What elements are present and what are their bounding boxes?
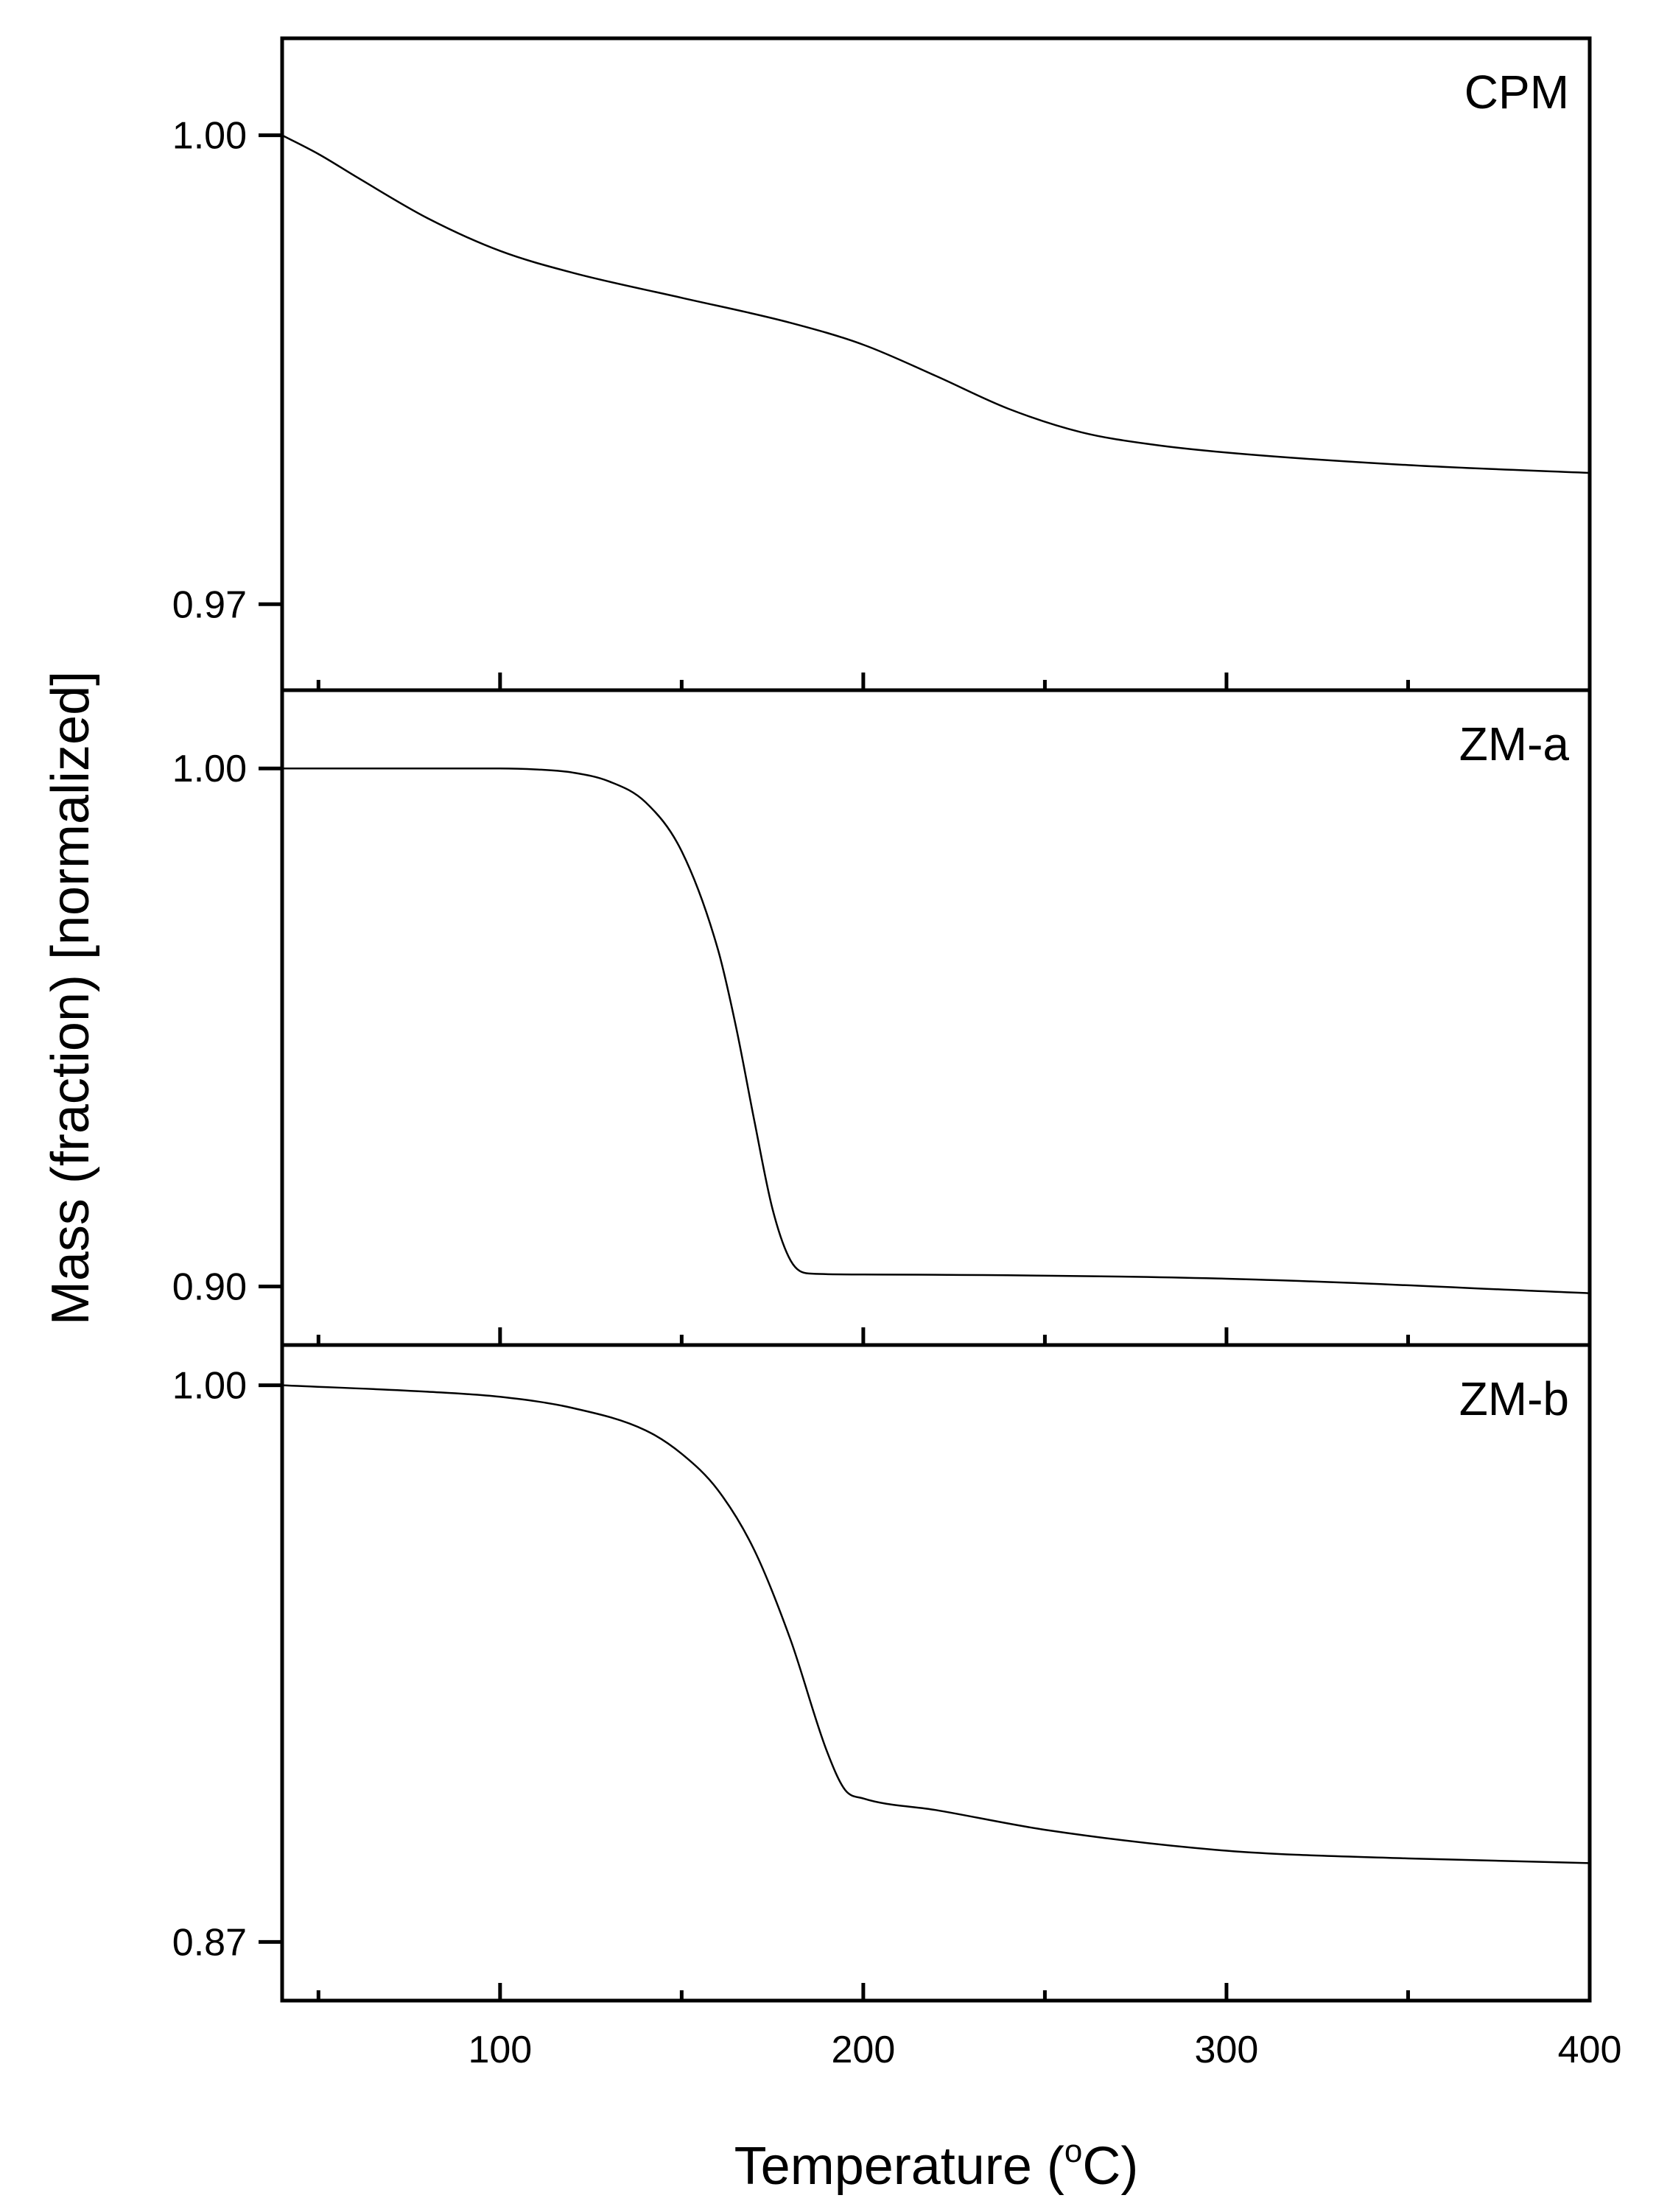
panel-label: CPM bbox=[1464, 66, 1569, 119]
panel-label: ZM-b bbox=[1459, 1372, 1569, 1425]
y-axis-label: Mass (fraction) [normalized] bbox=[41, 671, 100, 1325]
panel-cpm: 1.00 0.97 CPM bbox=[172, 36, 1592, 692]
y-tick-label: 1.00 bbox=[172, 748, 247, 790]
y-tick-label: 0.97 bbox=[172, 583, 247, 626]
y-tick-label: 1.00 bbox=[172, 115, 247, 158]
x-tick-label: 200 bbox=[832, 2029, 896, 2071]
x-axis-label-superscript: o bbox=[1064, 2133, 1082, 2169]
panels: 1.00 0.97 CPM 1.00 0.90 ZM-a 1.00 0.87 ZM-b bbox=[172, 36, 1592, 2003]
series-line-zm-a bbox=[282, 767, 1590, 1294]
x-axis-label-unit: C) bbox=[1082, 2137, 1138, 2196]
y-tick-label: 0.90 bbox=[172, 1266, 247, 1309]
panel-frame bbox=[280, 36, 1592, 692]
x-tick-label: 300 bbox=[1195, 2029, 1259, 2071]
y-tick-label: 1.00 bbox=[172, 1365, 247, 1408]
y-tick-label: 0.87 bbox=[172, 1921, 247, 1964]
x-axis: 100 200 300 400 bbox=[468, 2029, 1621, 2071]
panel-zm-b: 1.00 0.87 ZM-b bbox=[172, 1343, 1592, 2003]
panel-zm-a: 1.00 0.90 ZM-a bbox=[172, 688, 1592, 1347]
x-axis-label-main: Temperature ( bbox=[734, 2137, 1064, 2196]
panel-label: ZM-a bbox=[1459, 717, 1570, 770]
x-axis-label: Temperature (oC) bbox=[734, 2133, 1139, 2196]
panel-frame bbox=[280, 1343, 1592, 2003]
series-line-zm-b bbox=[281, 1384, 1590, 1864]
x-tick-label: 400 bbox=[1558, 2029, 1622, 2071]
series-line-cpm bbox=[281, 134, 1590, 474]
panel-frame bbox=[280, 688, 1592, 1347]
x-tick-label: 100 bbox=[468, 2029, 532, 2071]
